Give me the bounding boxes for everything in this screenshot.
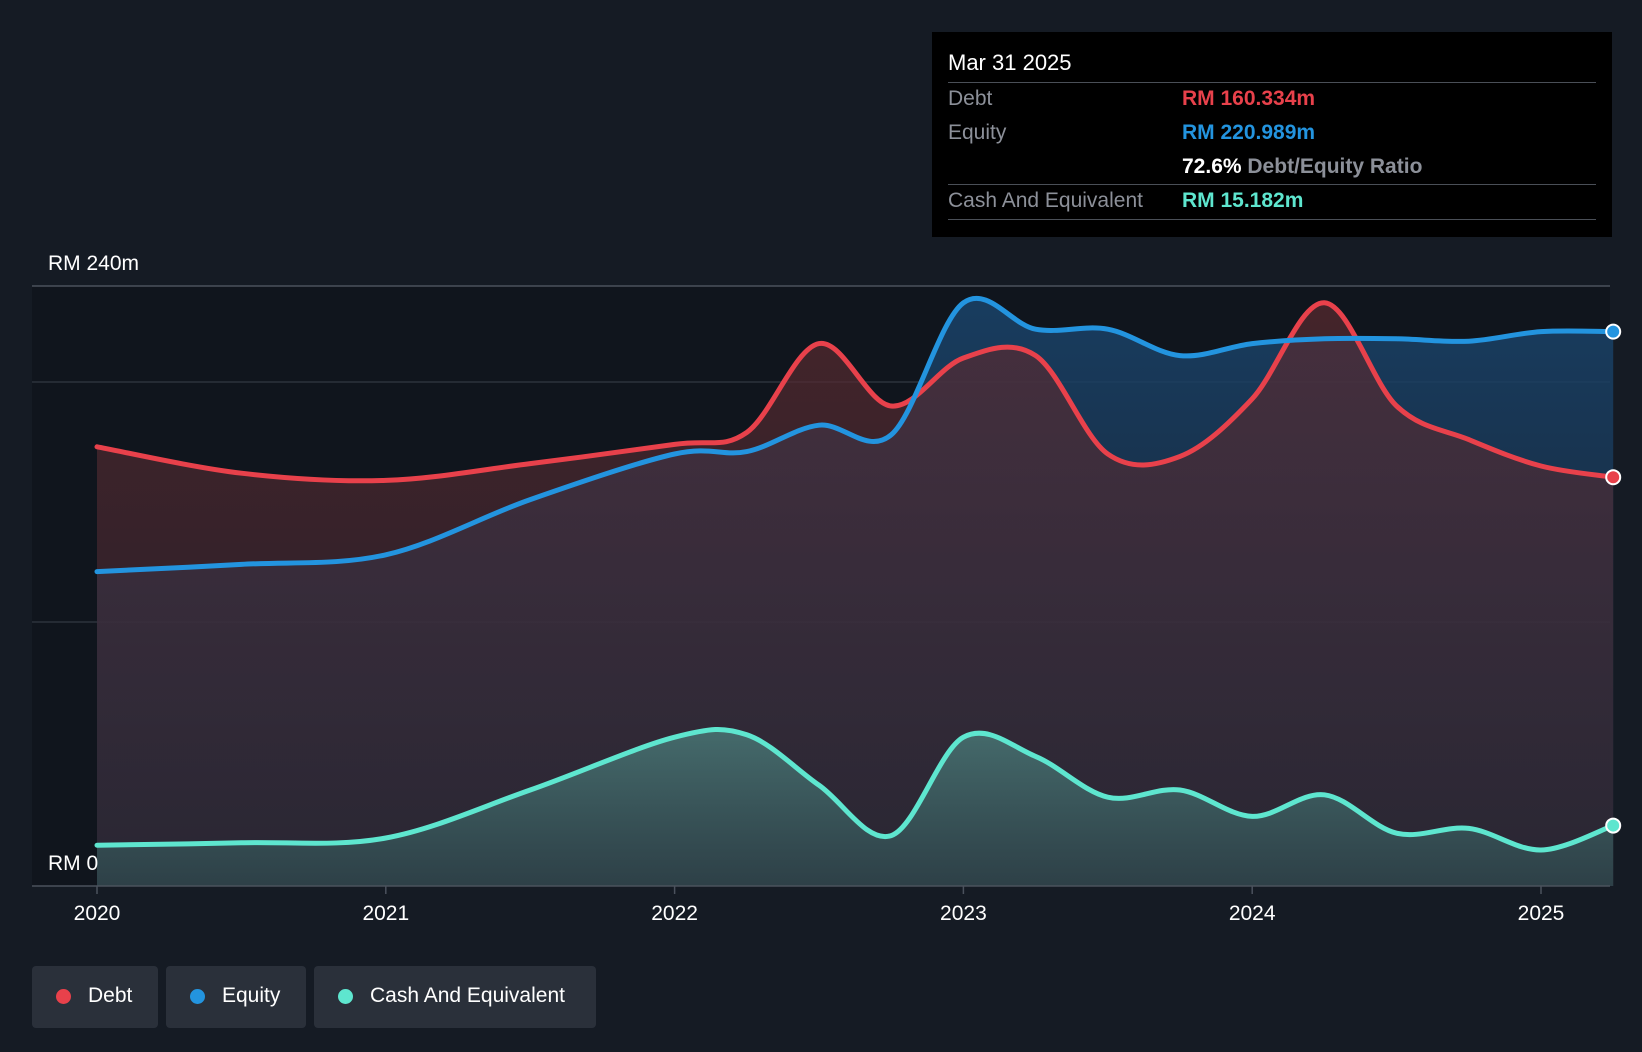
debt-dot-icon [56, 989, 71, 1004]
debt-area [97, 302, 1614, 887]
x-tick-label: 2022 [651, 902, 698, 925]
x-tick-label: 2024 [1229, 902, 1276, 925]
tooltip-debt-label: Debt [948, 87, 993, 110]
debt-endpoint[interactable] [1605, 469, 1622, 486]
cash-dot-icon [338, 989, 353, 1004]
tooltip-debt-row: Debt RM 160.334m [948, 82, 1596, 117]
tooltip-cash-row: Cash And Equivalent RM 15.182m [948, 184, 1596, 220]
y-axis-zero-label: RM 0 [48, 852, 98, 875]
tooltip-equity-label: Equity [948, 121, 1007, 144]
legend-equity-label: Equity [222, 984, 281, 1007]
cash-and-equivalent-area [97, 729, 1614, 886]
equity-endpoint[interactable] [1605, 323, 1622, 340]
legend-item-debt[interactable]: Debt [32, 966, 158, 1028]
tooltip-ratio-label: Debt/Equity Ratio [1247, 155, 1423, 178]
x-tick-label: 2025 [1518, 902, 1565, 925]
tooltip-equity-row: Equity RM 220.989m [948, 116, 1596, 151]
tooltip-equity-value: RM 220.989m [1182, 121, 1316, 144]
tooltip-cash-label: Cash And Equivalent [948, 189, 1143, 212]
legend-item-cash[interactable]: Cash And Equivalent [314, 966, 596, 1028]
legend-item-equity[interactable]: Equity [166, 966, 306, 1028]
tooltip-date: Mar 31 2025 [948, 50, 1072, 75]
legend-debt-label: Debt [88, 984, 133, 1007]
equity-dot-icon [190, 989, 205, 1004]
tooltip-ratio-row: 72.6% Debt/Equity Ratio [948, 150, 1596, 185]
equity-line [94, 295, 1616, 575]
tooltip-ratio-value: 72.6% [1182, 155, 1242, 178]
x-tick-label: 2021 [362, 902, 409, 925]
legend-cash-label: Cash And Equivalent [370, 984, 565, 1007]
y-axis-top-label: RM 240m [48, 252, 139, 275]
x-tick-label: 2023 [940, 902, 987, 925]
cash-and-equivalent-endpoint[interactable] [1605, 817, 1622, 834]
tooltip-cash-value: RM 15.182m [1182, 189, 1304, 212]
tooltip-debt-value: RM 160.334m [1182, 87, 1316, 110]
debt-line [94, 300, 1616, 484]
tooltip-panel: Mar 31 2025 Debt RM 160.334m Equity RM 2… [932, 32, 1612, 237]
cash-and-equivalent-line [94, 726, 1616, 853]
x-tick-label: 2020 [74, 902, 121, 925]
